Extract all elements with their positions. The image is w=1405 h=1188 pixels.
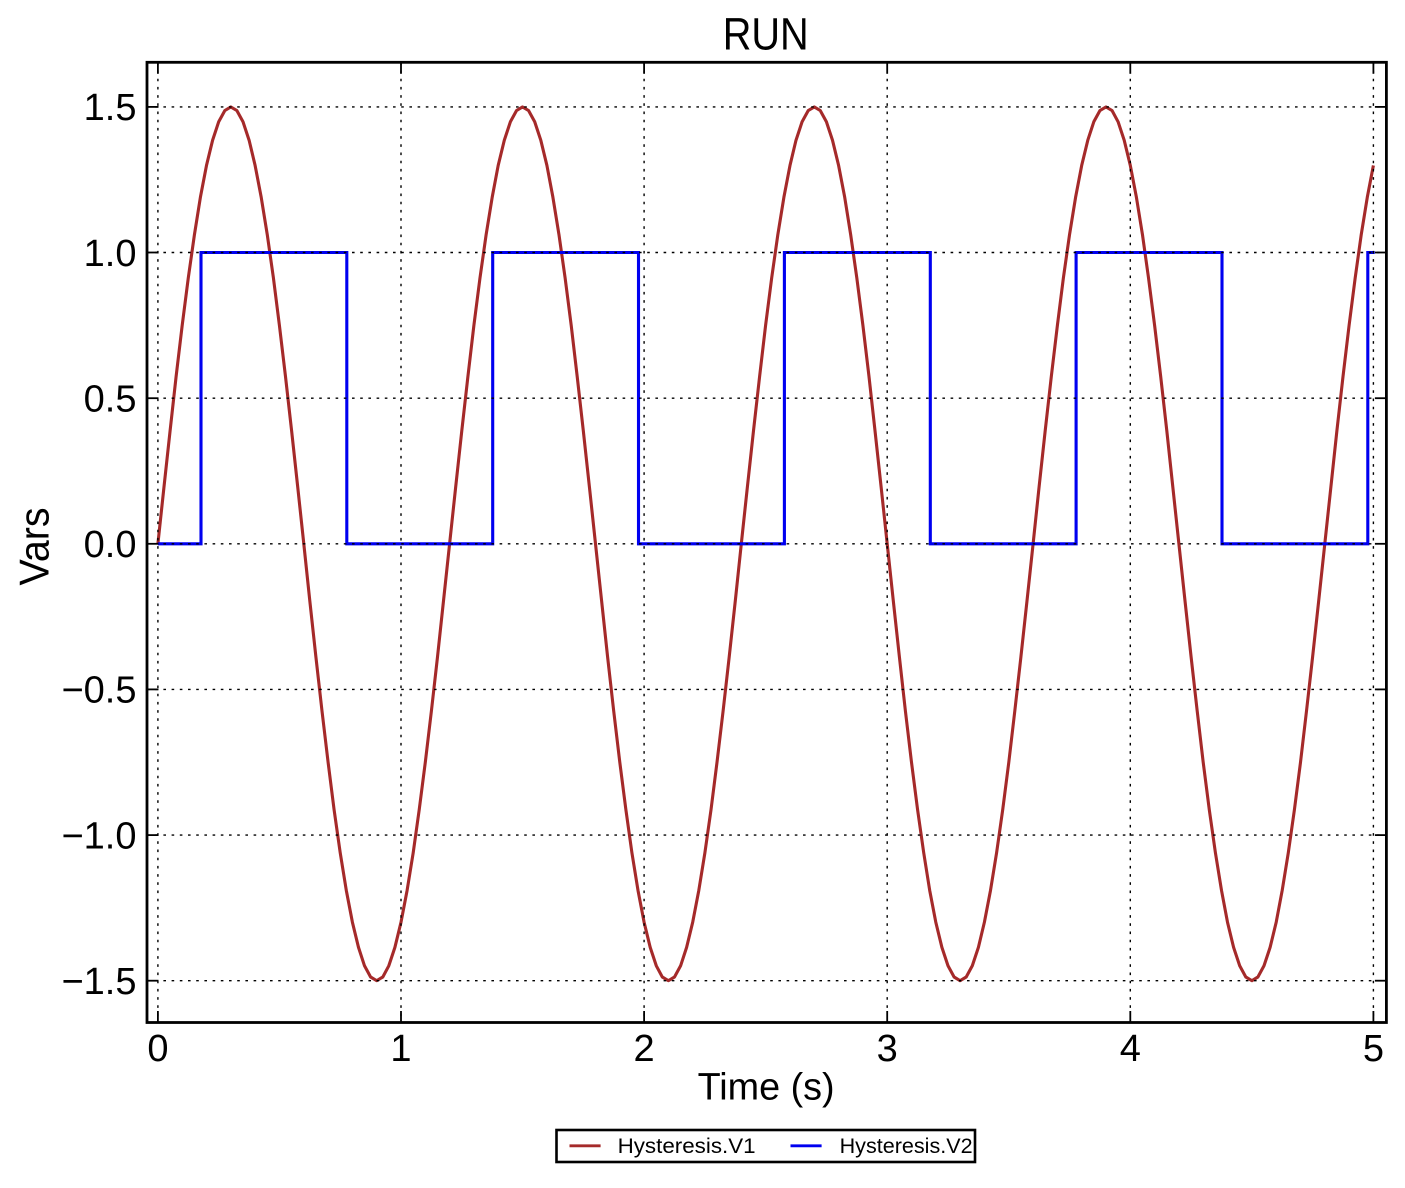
svg-text:4: 4 [1120,1028,1141,1070]
svg-text:−1.5: −1.5 [61,961,136,1003]
svg-text:Hysteresis.V2: Hysteresis.V2 [840,1134,973,1158]
svg-text:1: 1 [390,1028,411,1070]
svg-text:−0.5: −0.5 [61,670,136,712]
svg-text:1.0: 1.0 [84,233,137,275]
svg-text:RUN: RUN [723,9,809,60]
svg-text:5: 5 [1363,1028,1384,1070]
svg-text:Time (s): Time (s) [698,1066,835,1108]
svg-text:0.5: 0.5 [84,379,137,421]
svg-text:0: 0 [147,1028,168,1070]
svg-text:2: 2 [634,1028,655,1070]
svg-text:3: 3 [877,1028,898,1070]
svg-text:Vars: Vars [11,508,58,586]
svg-text:0.0: 0.0 [84,524,137,566]
svg-text:1.5: 1.5 [84,87,137,129]
svg-text:−1.0: −1.0 [61,815,136,857]
svg-text:Hysteresis.V1: Hysteresis.V1 [618,1134,756,1158]
